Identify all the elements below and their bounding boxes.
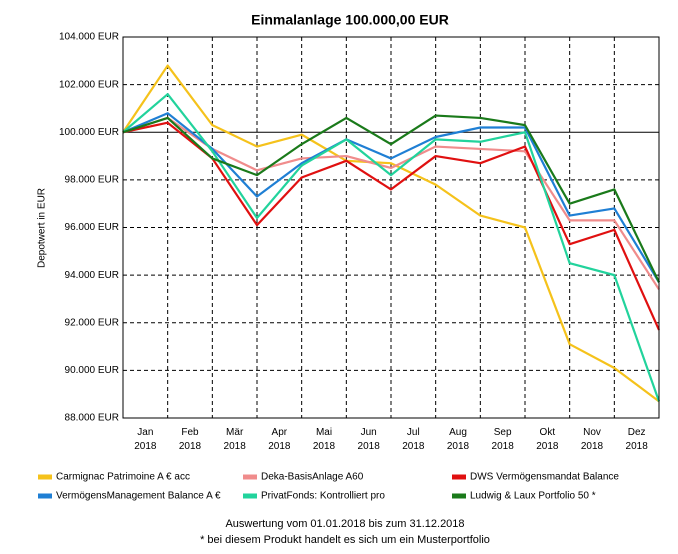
chart-title: Einmalanlage 100.000,00 EUR <box>251 12 449 28</box>
y-tick-label: 98.000 EUR <box>65 175 119 186</box>
x-tick-label: Nov 2018 <box>581 427 604 452</box>
x-tick-label-line: Aug <box>449 427 467 438</box>
x-tick-label: Dez 2018 <box>626 427 649 452</box>
plot-frame <box>122 36 660 419</box>
legend-label: VermögensManagement Balance A € <box>56 491 221 502</box>
x-tick-label: Jan 2018 <box>134 427 157 452</box>
y-tick-label: 90.000 EUR <box>65 365 119 376</box>
legend-label: Ludwig & Laux Portfolio 50 * <box>470 491 596 502</box>
x-tick-label: Mär 2018 <box>224 427 247 452</box>
y-tick-label: 94.000 EUR <box>65 270 119 281</box>
x-tick-label-line: Jan <box>137 427 153 438</box>
x-tick-label: Aug 2018 <box>447 427 470 452</box>
x-tick-label: Jun 2018 <box>358 427 381 452</box>
legend-label: Deka-BasisAnlage A60 <box>261 472 364 483</box>
x-tick-label-line: 2018 <box>447 441 470 452</box>
footnote: Auswertung vom 01.01.2018 bis zum 31.12.… <box>225 518 464 530</box>
x-tick-label-line: Nov <box>583 427 601 438</box>
y-tick-label: 100.000 EUR <box>59 127 119 138</box>
series-line <box>122 112 660 283</box>
x-tick-label-line: Apr <box>272 427 288 438</box>
x-tick-label-line: 2018 <box>224 441 247 452</box>
x-tick-label-line: Jun <box>361 427 377 438</box>
legend-label: PrivatFonds: Kontrolliert pro <box>261 491 385 502</box>
x-tick-label: Sep 2018 <box>492 427 515 452</box>
x-tick-label-line: Sep <box>494 427 512 438</box>
x-tick-label: Jul 2018 <box>402 427 425 452</box>
legend-label: Carmignac Patrimoine A € acc <box>56 472 190 483</box>
y-tick-label: 88.000 EUR <box>65 413 119 424</box>
legend-label: DWS Vermögensmandat Balance <box>470 472 619 483</box>
x-tick-label-line: 2018 <box>581 441 604 452</box>
x-tick-label: Feb 2018 <box>179 427 202 452</box>
series-line <box>122 114 660 283</box>
x-tick-label-line: 2018 <box>358 441 381 452</box>
x-tick-label-line: 2018 <box>134 441 157 452</box>
x-tick-label-line: Okt <box>540 427 556 438</box>
series-line <box>122 64 660 403</box>
x-tick-label-line: 2018 <box>402 441 425 452</box>
x-tick-label-line: 2018 <box>626 441 649 452</box>
footnote: * bei diesem Produkt handelt es sich um … <box>200 534 490 546</box>
x-tick-label-line: Dez <box>628 427 646 438</box>
x-tick-label-line: 2018 <box>492 441 515 452</box>
x-tick-label-line: 2018 <box>268 441 291 452</box>
x-tick-label-line: Mär <box>226 427 244 438</box>
x-tick-label: Okt 2018 <box>536 427 559 452</box>
x-tick-label-line: 2018 <box>536 441 559 452</box>
y-tick-label: 104.000 EUR <box>59 32 119 43</box>
y-tick-label: 96.000 EUR <box>65 222 119 233</box>
y-axis-label: Depotwert in EUR <box>37 188 48 268</box>
series-line <box>122 93 661 402</box>
x-tick-label-line: Feb <box>181 427 199 438</box>
y-tick-label: 102.000 EUR <box>59 79 119 90</box>
x-tick-label-line: Mai <box>316 427 332 438</box>
x-tick-label: Mai 2018 <box>313 427 336 452</box>
x-tick-label-line: 2018 <box>179 441 202 452</box>
x-tick-label-line: Jul <box>407 427 420 438</box>
x-tick-label-line: 2018 <box>313 441 336 452</box>
y-tick-label: 92.000 EUR <box>65 317 119 328</box>
x-tick-label: Apr 2018 <box>268 427 291 452</box>
